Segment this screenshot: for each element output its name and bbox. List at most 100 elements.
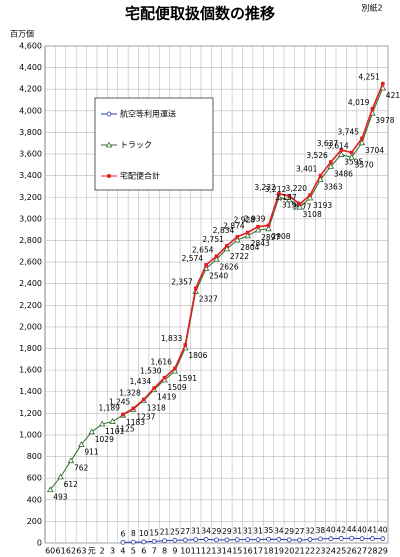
x-tick-label: 11	[191, 547, 201, 556]
y-tick-label: 1,000	[19, 430, 42, 439]
data-point	[213, 255, 220, 262]
data-point	[254, 226, 262, 233]
data-label: 41	[368, 526, 378, 535]
data-label: 3595	[344, 158, 363, 167]
x-tick-label: 17	[253, 547, 263, 556]
data-point	[182, 537, 188, 543]
data-label: 2908	[271, 232, 290, 241]
data-point	[256, 224, 260, 229]
data-point	[223, 245, 231, 252]
data-label: 6	[121, 529, 126, 538]
data-point	[109, 418, 116, 424]
x-tick-label: 60	[45, 547, 55, 556]
data-label: 612	[64, 480, 79, 489]
data-point	[67, 457, 75, 464]
data-label: 1,328	[119, 389, 141, 398]
y-tick-label: 600	[27, 474, 42, 483]
x-tick-label: 29	[378, 547, 388, 556]
x-tick-label: 12	[201, 547, 211, 556]
x-tick-label: 23	[315, 547, 325, 556]
y-tick-label: 4,000	[19, 106, 42, 115]
data-label: 40	[357, 526, 367, 535]
data-label: 2327	[199, 295, 218, 304]
data-label: 3,220	[286, 184, 308, 193]
data-label: 2,874	[223, 221, 245, 230]
legend-label: 航空等利用運送	[120, 109, 176, 119]
x-tick-label: 61	[55, 547, 65, 556]
data-point	[287, 194, 292, 198]
data-label: 1,530	[140, 367, 162, 376]
data-point	[370, 106, 375, 111]
y-tick-label: 2,400	[19, 279, 42, 288]
data-label: 29	[212, 527, 222, 536]
data-label: 911	[84, 448, 99, 457]
data-label: 762	[74, 464, 89, 473]
data-label: 2,939	[244, 214, 266, 223]
data-point	[193, 286, 198, 291]
y-tick-label: 4,400	[19, 63, 42, 72]
data-label: 35	[264, 526, 274, 535]
data-point	[131, 406, 136, 411]
y-tick-label: 3,400	[19, 171, 42, 180]
data-point	[339, 148, 344, 152]
legend-marker	[105, 141, 113, 148]
data-label: 8	[131, 529, 136, 538]
data-label: 1,189	[98, 404, 120, 413]
data-label: 3177	[292, 203, 311, 212]
x-tick-label: 14	[222, 547, 232, 556]
data-point	[318, 173, 323, 178]
y-tick-label: 2,800	[19, 236, 42, 245]
data-point	[349, 535, 355, 541]
data-label: 3,137	[275, 193, 297, 202]
data-point	[234, 537, 240, 543]
data-label: 1419	[157, 393, 176, 402]
data-label: 34	[201, 526, 211, 535]
data-point	[245, 537, 251, 543]
data-point	[265, 225, 272, 232]
data-label: 2,574	[182, 254, 204, 263]
data-label: 3,401	[296, 165, 318, 174]
data-point	[266, 223, 271, 228]
data-point	[203, 536, 209, 542]
data-point	[349, 150, 354, 155]
data-point	[162, 538, 167, 544]
x-tick-label: 2	[100, 547, 105, 556]
x-tick-label: 6	[141, 547, 146, 556]
data-label: 29	[222, 527, 232, 536]
data-label: 3978	[375, 116, 394, 125]
legend-label: 宅配便合計	[120, 171, 160, 181]
data-point	[306, 194, 314, 201]
data-point	[171, 367, 179, 374]
data-point	[57, 473, 64, 480]
data-label: 3,526	[306, 151, 328, 160]
data-point	[286, 537, 292, 543]
data-label: 1237	[136, 412, 155, 421]
data-label: 42	[336, 525, 346, 534]
y-tick-label: 800	[27, 452, 42, 461]
data-label: 27	[181, 527, 191, 536]
y-tick-label: 1,400	[19, 387, 42, 396]
data-label: 3486	[334, 169, 353, 178]
data-point	[244, 232, 251, 239]
data-label: 44	[347, 525, 357, 534]
data-label: 1806	[188, 351, 207, 360]
data-point	[234, 236, 241, 243]
x-tick-label: 28	[367, 547, 377, 556]
data-label: 1183	[126, 418, 145, 427]
data-point	[152, 386, 156, 390]
data-label: 2,751	[202, 235, 224, 244]
data-point	[141, 539, 147, 545]
data-label: 3,232	[254, 183, 276, 192]
data-label: 2540	[209, 272, 228, 281]
data-label: 3363	[323, 183, 342, 192]
data-label: 2,357	[171, 277, 193, 286]
data-point	[235, 235, 240, 239]
data-point	[297, 537, 303, 543]
data-label: 10	[139, 529, 149, 538]
y-tick-label: 400	[27, 495, 42, 504]
data-point	[359, 536, 365, 542]
data-point	[214, 537, 219, 543]
x-tick-label: 26	[347, 547, 357, 556]
x-tick-label: 13	[211, 547, 221, 556]
